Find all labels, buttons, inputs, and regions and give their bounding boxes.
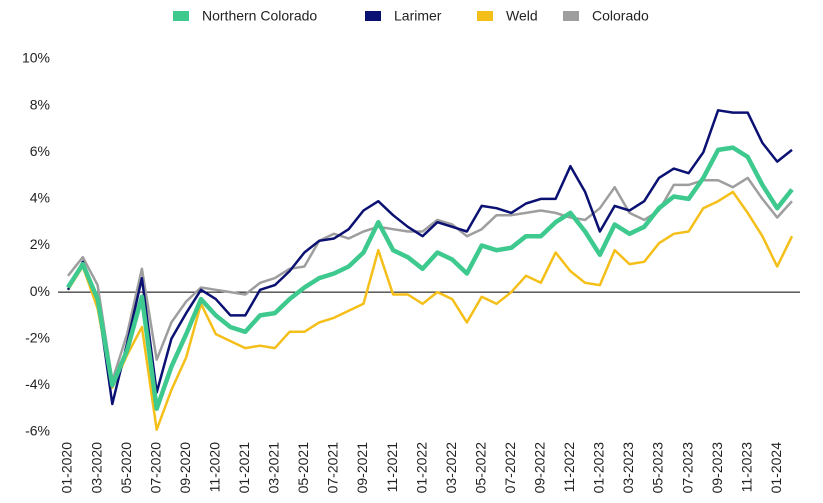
x-tick-label: 01-2023: [591, 442, 607, 494]
x-tick-label: 01-2024: [768, 442, 784, 494]
y-tick-label: 6%: [30, 143, 50, 159]
y-tick-label: -6%: [25, 423, 50, 439]
x-tick-label: 09-2022: [532, 442, 548, 494]
legend-label: Weld: [506, 8, 538, 24]
x-tick-label: 11-2023: [738, 442, 754, 493]
y-tick-label: 4%: [30, 190, 50, 206]
legend-label: Larimer: [394, 8, 442, 24]
series-line: [66, 109, 793, 406]
y-tick-label: 8%: [30, 96, 50, 112]
legend-swatch: [477, 11, 493, 21]
x-tick-label: 05-2021: [295, 442, 311, 494]
x-tick-label: 11-2020: [206, 442, 222, 493]
x-tick-label: 01-2020: [59, 442, 75, 494]
x-tick-label: 11-2021: [384, 442, 400, 493]
x-tick-label: 07-2020: [147, 442, 163, 494]
x-tick-label: 07-2023: [679, 442, 695, 494]
y-tick-label: 0%: [30, 283, 50, 299]
legend-swatch: [365, 11, 381, 21]
series-line: [67, 176, 793, 382]
x-tick-label: 01-2022: [413, 442, 429, 494]
x-tick-label: 09-2020: [177, 442, 193, 494]
x-tick-label: 03-2023: [620, 442, 636, 494]
legend-label: Northern Colorado: [202, 8, 317, 24]
legend-swatch: [563, 11, 579, 21]
x-tick-label: 01-2021: [236, 442, 252, 494]
legend-swatch: [173, 11, 189, 21]
x-tick-label: 09-2023: [709, 442, 725, 494]
series-line: [66, 190, 794, 431]
x-tick-label: 11-2022: [561, 442, 577, 493]
legend-label: Colorado: [592, 8, 649, 24]
x-tick-label: 05-2022: [472, 442, 488, 494]
x-tick-label: 09-2021: [354, 442, 370, 494]
series-line: [66, 145, 794, 411]
y-tick-label: 10%: [22, 50, 50, 66]
x-tick-label: 03-2022: [443, 442, 459, 494]
y-tick-label: -4%: [25, 376, 50, 392]
x-tick-label: 05-2020: [118, 442, 134, 494]
y-tick-label: 2%: [30, 236, 50, 252]
x-tick-label: 07-2022: [502, 442, 518, 494]
y-tick-label: -2%: [25, 329, 50, 345]
x-tick-label: 03-2020: [88, 442, 104, 494]
x-tick-label: 05-2023: [650, 442, 666, 494]
x-tick-label: 07-2021: [325, 442, 341, 494]
x-tick-label: 03-2021: [266, 442, 282, 494]
